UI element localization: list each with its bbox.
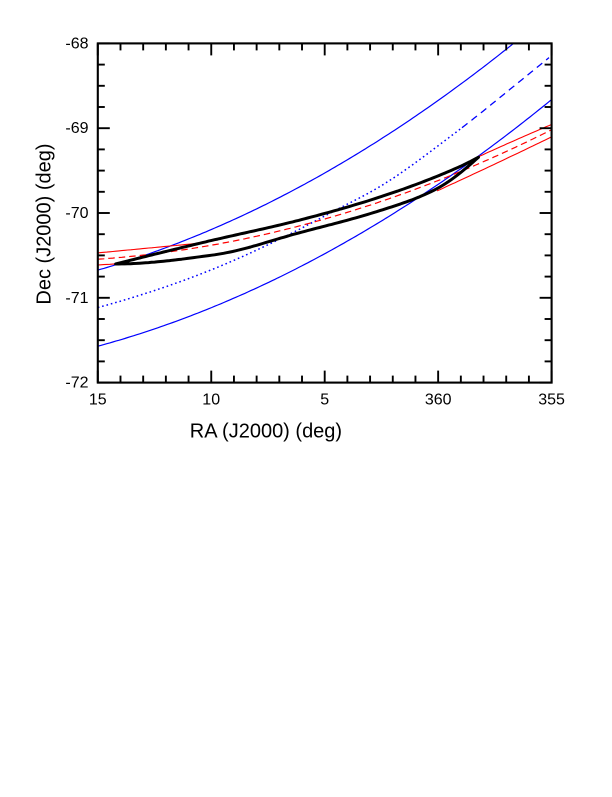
svg-text:-71: -71 [65,290,88,307]
svg-text:10: 10 [202,392,220,409]
svg-text:355: 355 [538,392,565,409]
svg-text:360: 360 [425,392,452,409]
svg-text:-72: -72 [65,375,88,392]
svg-text:Dec (J2000) (deg): Dec (J2000) (deg) [34,143,56,304]
svg-text:-69: -69 [65,120,88,137]
svg-text:RA (J2000) (deg): RA (J2000) (deg) [190,421,342,443]
svg-text:15: 15 [89,392,107,409]
svg-text:5: 5 [320,392,329,409]
svg-text:-70: -70 [65,205,88,222]
svg-text:-68: -68 [65,35,88,52]
